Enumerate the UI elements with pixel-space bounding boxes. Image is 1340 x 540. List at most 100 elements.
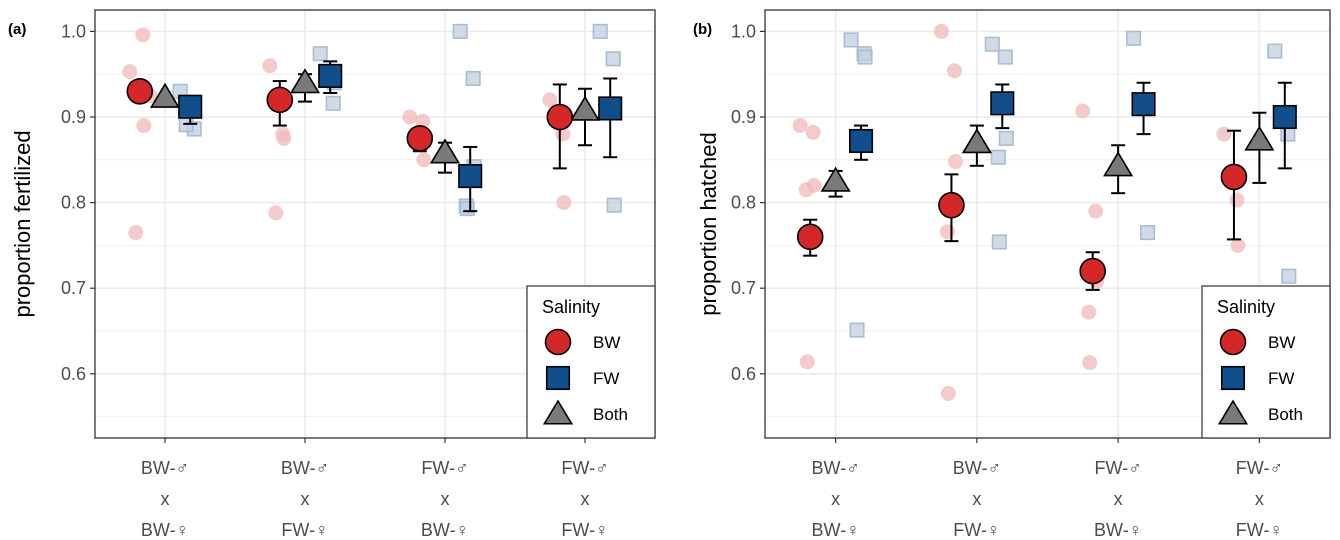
legend-label-bw: BW bbox=[1268, 333, 1295, 352]
raw-point-bw bbox=[1075, 103, 1091, 119]
raw-point-fw bbox=[1281, 268, 1297, 284]
raw-point-bw bbox=[933, 23, 949, 39]
mean-point-fw bbox=[1131, 92, 1156, 117]
mean-point-bw bbox=[1079, 257, 1106, 285]
raw-point-bw bbox=[1230, 237, 1246, 253]
mean-point-fw bbox=[178, 94, 203, 119]
raw-point-bw bbox=[792, 118, 808, 134]
mean-point-bw bbox=[938, 191, 965, 219]
raw-point-bw bbox=[798, 182, 814, 198]
legend-box bbox=[1201, 285, 1331, 439]
raw-point-fw bbox=[605, 51, 621, 67]
raw-point-fw bbox=[592, 23, 608, 39]
x-tick-label: FW-♂ bbox=[561, 458, 608, 478]
legend-title: Salinity bbox=[542, 297, 600, 317]
legend: Salinity BW FW Both bbox=[526, 285, 656, 439]
y-axis-title: proportion fertilized bbox=[10, 130, 35, 317]
mean-point-both bbox=[961, 128, 992, 154]
raw-point-fw bbox=[843, 32, 859, 48]
mean-point-both bbox=[820, 166, 851, 192]
raw-point-bw bbox=[799, 354, 815, 370]
y-tick-label: 0.9 bbox=[61, 107, 86, 127]
raw-point-fw bbox=[997, 49, 1013, 65]
raw-point-bw bbox=[122, 64, 138, 80]
mean-point-bw bbox=[796, 223, 824, 251]
mean-point-bw bbox=[546, 103, 574, 131]
mean-point-both bbox=[289, 68, 321, 94]
raw-point-bw bbox=[136, 118, 152, 134]
y-tick-label: 0.6 bbox=[61, 364, 86, 384]
mean-point-fw bbox=[990, 91, 1015, 116]
raw-point-fw bbox=[998, 130, 1014, 146]
raw-point-bw bbox=[268, 205, 284, 221]
legend-key-bw bbox=[1219, 328, 1247, 356]
x-tick-label: FW-♂ bbox=[1095, 458, 1142, 478]
raw-point-fw bbox=[857, 49, 873, 65]
legend-key-fw bbox=[1220, 365, 1246, 391]
legend-label-bw: BW bbox=[593, 333, 620, 352]
mean-point-both bbox=[429, 138, 461, 164]
raw-point-bw bbox=[1082, 355, 1098, 371]
mean-point-bw bbox=[126, 78, 154, 105]
raw-point-bw bbox=[1081, 304, 1097, 320]
x-tick-label: x bbox=[301, 489, 310, 509]
mean-point-both bbox=[149, 82, 181, 108]
raw-point-fw bbox=[606, 197, 622, 213]
raw-point-bw bbox=[542, 92, 558, 108]
x-tick-label: FW-♂ bbox=[421, 458, 468, 478]
x-tick-label: x bbox=[1114, 489, 1123, 509]
x-tick-label: BW-♂ bbox=[953, 458, 1001, 478]
legend-label-both: Both bbox=[593, 405, 628, 424]
mean-point-bw bbox=[406, 125, 434, 152]
raw-point-bw bbox=[402, 109, 418, 125]
raw-point-fw bbox=[1126, 30, 1142, 46]
raw-point-bw bbox=[947, 154, 963, 170]
y-tick-label: 0.9 bbox=[731, 107, 756, 127]
x-tick-label: FW-♀ bbox=[1236, 520, 1283, 540]
y-tick-label: 0.6 bbox=[731, 364, 756, 384]
raw-point-fw bbox=[452, 23, 468, 39]
chart-panel-b: 0.6 0.7 0.8 0.9 1.0 BW-♂ x BW-♀ BW-♂ x FW-♀ FW-♂ x BW… bbox=[693, 9, 1331, 540]
mean-point-both bbox=[1244, 125, 1275, 151]
x-tick-label: x bbox=[831, 489, 840, 509]
raw-point-fw bbox=[990, 149, 1006, 165]
legend-label-fw: FW bbox=[593, 369, 619, 388]
raw-point-fw bbox=[1280, 126, 1296, 142]
raw-point-bw bbox=[415, 113, 431, 129]
raw-point-bw bbox=[805, 124, 821, 140]
legend-key-bw bbox=[544, 328, 572, 356]
x-tick-label: x bbox=[161, 489, 170, 509]
raw-point-bw bbox=[276, 130, 292, 146]
x-tick-label: BW-♀ bbox=[812, 520, 860, 540]
mean-point-fw bbox=[318, 63, 343, 88]
y-tick-label: 0.8 bbox=[61, 193, 86, 213]
raw-point-bw bbox=[946, 63, 962, 79]
raw-point-bw bbox=[1216, 126, 1232, 142]
x-tick-label: BW-♂ bbox=[141, 458, 189, 478]
x-tick-label: x bbox=[581, 489, 590, 509]
legend-label-fw: FW bbox=[1268, 369, 1294, 388]
raw-point-fw bbox=[459, 201, 475, 217]
raw-point-bw bbox=[939, 224, 955, 240]
legend-title: Salinity bbox=[1217, 297, 1275, 317]
mean-point-fw bbox=[848, 128, 874, 154]
y-axis-title: proportion hatched bbox=[696, 132, 721, 315]
legend-label-both: Both bbox=[1268, 405, 1303, 424]
mean-point-fw bbox=[1272, 104, 1297, 130]
y-tick-label: 1.0 bbox=[731, 21, 756, 41]
mean-point-fw bbox=[598, 96, 623, 121]
x-tick-label: BW-♂ bbox=[812, 458, 860, 478]
x-tick-label: x bbox=[1255, 489, 1264, 509]
x-tick-label: BW-♀ bbox=[1094, 520, 1142, 540]
raw-point-bw bbox=[135, 27, 151, 43]
y-tick-label: 0.7 bbox=[731, 278, 756, 298]
x-tick-label: x bbox=[972, 489, 981, 509]
mean-point-both bbox=[569, 95, 601, 121]
panel-border bbox=[94, 9, 656, 439]
mean-point-both bbox=[1103, 151, 1134, 177]
panel-border bbox=[764, 9, 1331, 439]
raw-point-fw bbox=[1267, 43, 1283, 59]
raw-point-fw bbox=[991, 234, 1007, 250]
x-tick-label: BW-♂ bbox=[281, 458, 329, 478]
